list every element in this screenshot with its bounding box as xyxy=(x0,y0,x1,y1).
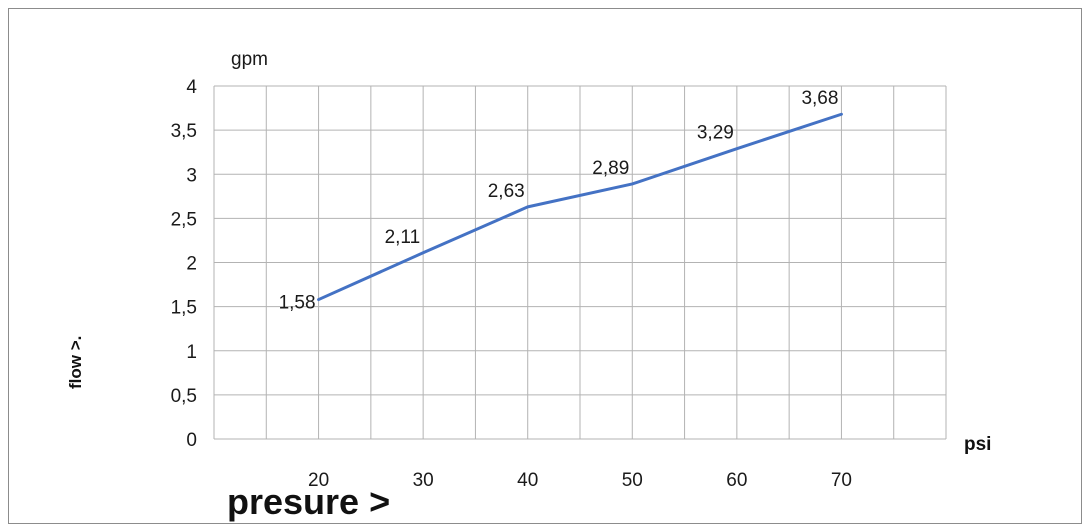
y-tick-label: 4 xyxy=(186,77,197,98)
y-tick-label: 0 xyxy=(186,430,197,451)
y-tick-label: 2,5 xyxy=(171,209,197,230)
chart-frame: 0 0,5 1 1,5 2 2,5 3 3,5 4 20 30 40 50 60 70 1,58 2,11 2… xyxy=(8,8,1082,524)
y-tick-label: 1,5 xyxy=(171,298,197,319)
y-tick-label: 0,5 xyxy=(171,386,197,407)
y-tick-label: 2 xyxy=(186,254,197,275)
y-axis-title: flow >. xyxy=(66,336,85,389)
series-line-path xyxy=(317,112,843,302)
x-axis-title: presure > xyxy=(227,481,390,522)
y-unit-label: gpm xyxy=(231,49,268,70)
data-label: 2,11 xyxy=(385,227,421,248)
x-tick-label: 50 xyxy=(622,470,643,491)
data-label: 2,63 xyxy=(488,181,525,202)
x-tick-label: 70 xyxy=(831,470,852,491)
x-unit-label: psi xyxy=(964,434,991,455)
x-tick-label: 30 xyxy=(413,470,434,491)
data-labels: 1,58 2,11 2,63 2,89 3,29 3,68 xyxy=(279,88,839,313)
gridlines xyxy=(213,85,947,440)
data-label: 2,89 xyxy=(592,158,629,179)
x-tick-label: 60 xyxy=(726,470,747,491)
y-tick-label: 1 xyxy=(186,342,197,363)
x-tick-labels: 20 30 40 50 60 70 xyxy=(308,470,852,491)
data-label: 3,68 xyxy=(801,88,838,109)
y-tick-labels: 0 0,5 1 1,5 2 2,5 3 3,5 4 xyxy=(171,77,198,451)
y-tick-label: 3 xyxy=(186,165,197,186)
x-tick-label: 40 xyxy=(517,470,538,491)
x-tick-label: 20 xyxy=(308,470,329,491)
y-tick-label: 3,5 xyxy=(171,121,197,142)
data-label: 1,58 xyxy=(279,293,316,314)
line-chart: 0 0,5 1 1,5 2 2,5 3 3,5 4 20 30 40 50 60 70 1,58 2,11 2… xyxy=(66,49,991,522)
series-line xyxy=(317,112,843,302)
data-label: 3,29 xyxy=(697,123,734,144)
